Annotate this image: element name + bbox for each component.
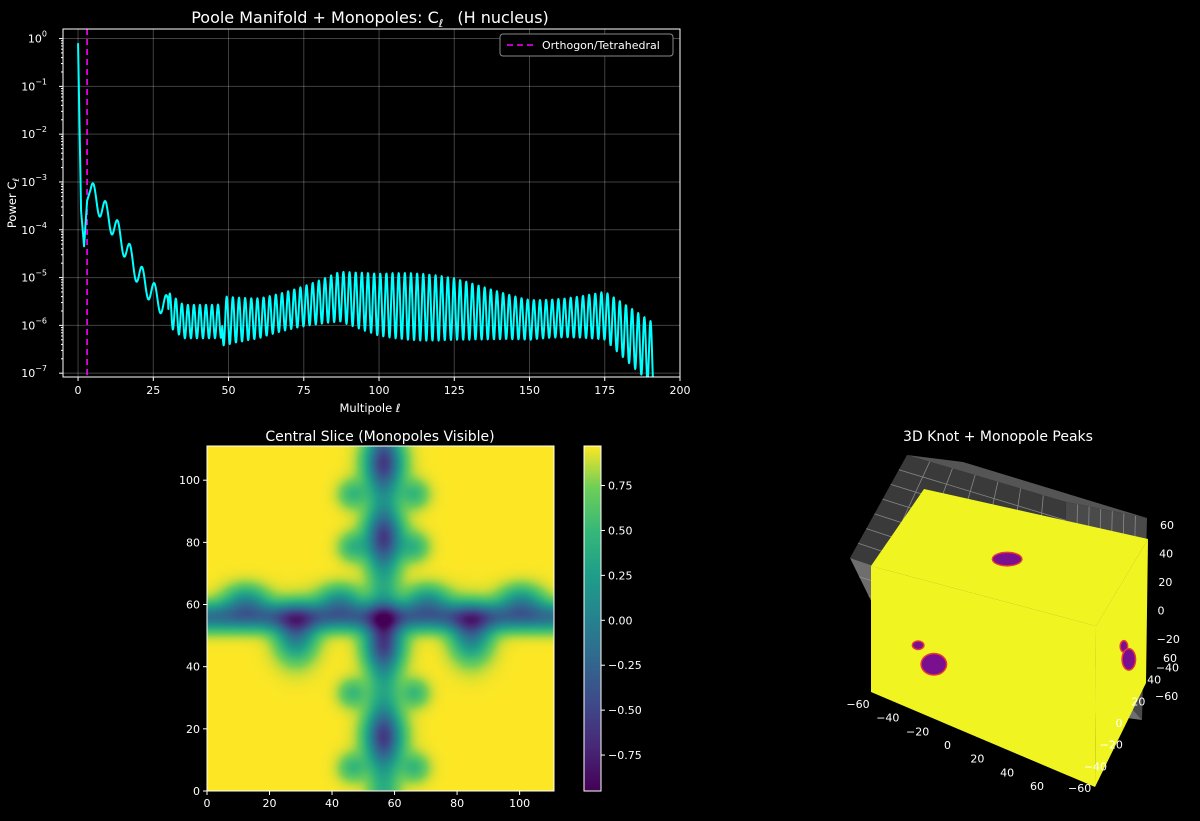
3d-title: 3D Knot + Monopole Peaks [903,429,1093,445]
heatmap-title: Central Slice (Monopoles Visible) [265,429,494,445]
3d-x-tick-label: 20 [970,753,984,766]
y-tick-label: 100 [28,30,47,46]
3d-z-tick-label: 40 [1159,548,1173,561]
monopole-peak [913,641,924,649]
chart-title: Poole Manifold + Monopoles: Cℓ (H nucleus… [191,8,549,30]
x-tick-label: 150 [519,384,540,397]
3d-x-tick-label: −40 [876,712,899,725]
3d-y-tick-label: 20 [1131,695,1145,708]
colorbar-tick-label: −0.25 [608,659,642,672]
legend-label: Orthogon/Tetrahedral [542,39,660,52]
colorbar-tick-label: 0.75 [608,480,633,493]
x-tick-label: 50 [222,384,236,397]
colorbar-tick-label: 0.25 [608,569,633,582]
3d-z-tick-label: −20 [1157,633,1180,646]
x-tick-label: 175 [594,384,615,397]
3d-y-tick-label: −20 [1100,739,1123,752]
legend-box [499,33,674,57]
y-tick-label: 10−6 [21,316,47,332]
monopole-peaks [911,551,1137,676]
y-tick-label: 10−7 [21,364,47,380]
heatmap-x-tick-label: 40 [325,797,339,810]
3d-knot-volume: 3D Knot + Monopole Peaks −60−40−20020406… [846,429,1179,795]
heatmap-y-tick-label: 20 [186,723,200,736]
3d-x-tick-label: −20 [906,725,929,738]
monopole-peak [921,654,946,675]
y-ticks: 100 10−1 10−2 10−3 10−4 10−5 10−6 10−7 [21,30,63,380]
heatmap-frame [206,445,555,792]
monopole-peak [1120,641,1127,652]
colorbar-tick-label: 0.00 [608,614,633,627]
y-tick-label: 10−1 [21,77,47,93]
heatmap-image [207,446,554,791]
x-tick-label: 75 [297,384,311,397]
3d-x-ticks: −60 −40 −20 0 20 40 60 [846,698,1044,793]
y-tick-label: 10−4 [21,221,47,237]
heatmap-x-tick-label: 60 [388,797,402,810]
heatmap-x-tick-label: 20 [263,797,277,810]
3d-z-ticks: 60 40 20 0 −20 −40 −60 [1155,519,1180,703]
y-tick-label: 10−3 [21,173,47,189]
heatmap-y-tick-label: 60 [186,599,200,612]
cube-side-face [1095,539,1148,787]
3d-y-tick-label: 0 [1116,717,1123,730]
central-slice-heatmap: Central Slice (Monopoles Visible) 0 20 40 6… [179,429,642,810]
3d-y-tick-label: −60 [1068,782,1091,795]
3d-y-tick-label: 60 [1163,652,1177,665]
3d-z-tick-label: −60 [1155,690,1178,703]
y-axis-label: Power Cℓ [5,178,22,228]
colorbar-tick-label: −0.75 [608,749,642,762]
cube-front-face [871,566,1096,787]
grid-lines [63,29,681,377]
3d-x-tick-label: −60 [846,698,869,711]
heatmap-x-tick-label: 0 [204,797,211,810]
heatmap-x-tick-label: 80 [450,797,464,810]
x-tick-label: 100 [369,384,390,397]
colorbar-tick-label: 0.50 [608,524,633,537]
x-tick-label: 0 [75,384,82,397]
plot-frame [62,28,681,378]
x-ticks: 0 25 50 75 100 125 150 175 200 [75,377,691,397]
power-series-line [77,43,654,377]
3d-z-tick-label: −40 [1156,662,1179,675]
power-spectrum-chart: Poole Manifold + Monopoles: Cℓ (H nucleus… [5,8,691,415]
heatmap-y-tick-label: 0 [193,785,200,798]
3d-x-tick-label: 60 [1030,780,1044,793]
colorbar-ticks: 0.75 0.50 0.25 0.00 −0.25 −0.50 −0.75 [601,480,642,762]
3d-x-tick-label: 0 [944,739,951,752]
heatmap-y-tick-label: 40 [186,661,200,674]
x-axis-label: Multipole ℓ [339,401,400,415]
colorbar-tick-label: −0.50 [608,704,642,717]
heatmap-y-tick-label: 80 [186,536,200,549]
monopole-peak [1122,649,1135,670]
x-tick-label: 125 [444,384,465,397]
x-tick-label: 25 [146,384,160,397]
3d-z-tick-label: 20 [1158,576,1172,589]
3d-y-tick-label: −40 [1084,760,1107,773]
x-tick-label: 200 [670,384,691,397]
colorbar [583,445,602,792]
heatmap-y-tick-label: 100 [179,474,200,487]
heatmap-y-ticks: 0 20 40 60 80 100 [179,474,207,798]
heatmap-x-ticks: 0 20 40 60 80 100 [204,791,530,810]
3d-x-tick-label: 40 [1000,766,1014,779]
3d-z-tick-label: 0 [1158,605,1165,618]
legend: Orthogon/Tetrahedral [499,33,674,57]
3d-y-tick-label: 40 [1147,674,1161,687]
y-tick-label: 10−2 [21,125,47,141]
y-tick-label: 10−5 [21,269,47,285]
heatmap-x-tick-label: 100 [509,797,530,810]
3d-z-tick-label: 60 [1160,519,1174,532]
pane-grid-line [898,469,1066,521]
back-pane-top [907,455,1147,518]
monopole-peak [993,553,1022,566]
